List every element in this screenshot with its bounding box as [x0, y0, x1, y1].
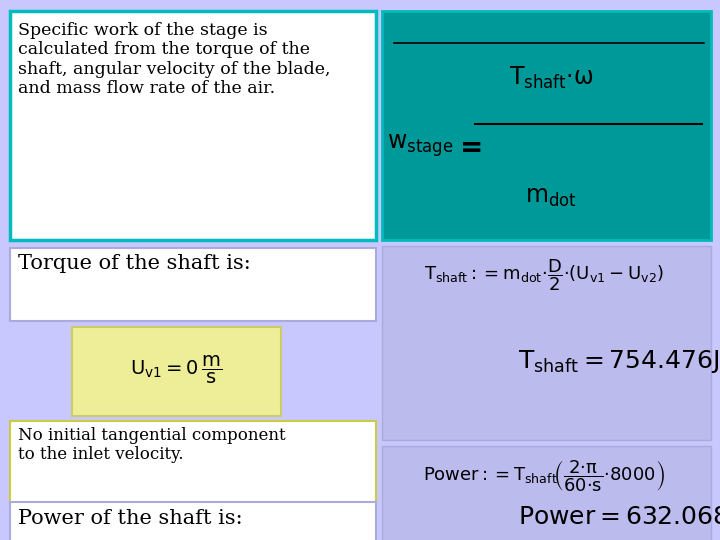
Text: $\mathsf{U_{v1} = 0\,\dfrac{m}{s}}$: $\mathsf{U_{v1} = 0\,\dfrac{m}{s}}$	[130, 354, 222, 386]
Text: Torque of the shaft is:: Torque of the shaft is:	[18, 254, 251, 273]
FancyBboxPatch shape	[10, 11, 376, 240]
Text: $\mathbf{=}$: $\mathbf{=}$	[454, 132, 482, 160]
Text: $\mathsf{T_{shaft}{\cdot}\omega}$: $\mathsf{T_{shaft}{\cdot}\omega}$	[508, 65, 593, 91]
FancyBboxPatch shape	[10, 502, 376, 540]
Text: No initial tangential component
to the inlet velocity.: No initial tangential component to the i…	[18, 427, 286, 463]
Text: $\mathsf{m_{dot}}$: $\mathsf{m_{dot}}$	[525, 185, 577, 209]
Text: $\mathsf{Power := T_{shaft}\!\left(\dfrac{2{\cdot}\pi}{60{\cdot}s}{\cdot}8000\ri: $\mathsf{Power := T_{shaft}\!\left(\dfra…	[423, 458, 665, 494]
FancyBboxPatch shape	[382, 11, 711, 240]
FancyBboxPatch shape	[72, 327, 281, 416]
Text: $\mathsf{w_{stage}}$: $\mathsf{w_{stage}}$	[387, 132, 454, 159]
Text: $\mathsf{T_{shaft} = 754.476J}$: $\mathsf{T_{shaft} = 754.476J}$	[518, 348, 720, 375]
Text: $\mathsf{T_{shaft} := m_{dot}{\cdot}\dfrac{D}{2}{\cdot}(U_{v1} - U_{v2})}$: $\mathsf{T_{shaft} := m_{dot}{\cdot}\dfr…	[423, 258, 664, 293]
FancyBboxPatch shape	[382, 446, 711, 540]
FancyBboxPatch shape	[382, 246, 711, 440]
Text: Specific work of the stage is
calculated from the torque of the
shaft, angular v: Specific work of the stage is calculated…	[18, 22, 330, 97]
FancyBboxPatch shape	[10, 421, 376, 505]
FancyBboxPatch shape	[10, 248, 376, 321]
Text: $\mathsf{Power = 632.068kW}$: $\mathsf{Power = 632.068kW}$	[518, 505, 720, 529]
Text: Power of the shaft is:: Power of the shaft is:	[18, 509, 243, 528]
